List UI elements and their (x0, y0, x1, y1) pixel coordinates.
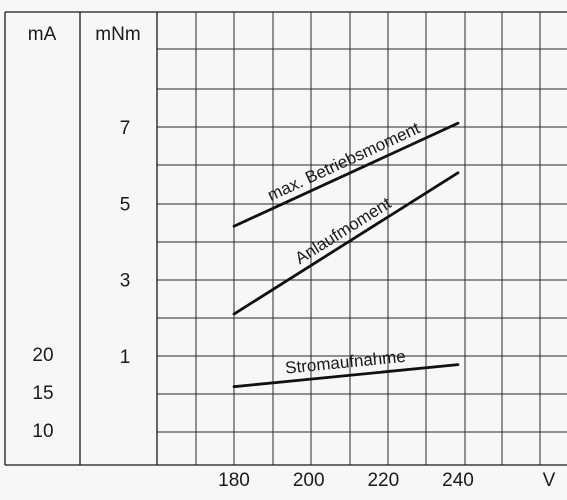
y-tick-label-mnm: 7 (120, 118, 131, 139)
y-tick-label-ma: 20 (32, 345, 53, 366)
series-line (232, 121, 460, 228)
grid (156, 12, 567, 465)
y-tick-label-mnm: 3 (120, 271, 131, 292)
axis-labels: mA mNm V 180 200 220 240 10 15 20 1 3 5 7 (28, 24, 556, 491)
x-tick-label: 240 (442, 470, 474, 491)
y-unit-label-mnm: mNm (95, 24, 140, 45)
x-tick-label: 180 (218, 470, 250, 491)
x-tick-label: 200 (293, 470, 325, 491)
y-tick-label-mnm: 5 (120, 194, 131, 215)
series-line (232, 171, 460, 316)
y-unit-label-ma: mA (28, 24, 57, 45)
x-tick-label: 220 (367, 470, 399, 491)
series-line (232, 363, 460, 389)
series-label: Anlaufmoment (292, 193, 395, 268)
y-tick-label-ma: 10 (32, 421, 53, 442)
series: max. BetriebsmomentAnlaufmomentStromaufn… (232, 118, 460, 389)
series-label: max. Betriebsmoment (265, 118, 423, 204)
x-unit-label: V (543, 470, 556, 491)
y-tick-label-mnm: 1 (120, 347, 131, 368)
y-tick-label-ma: 15 (32, 383, 53, 404)
chart-frame (4, 11, 567, 466)
